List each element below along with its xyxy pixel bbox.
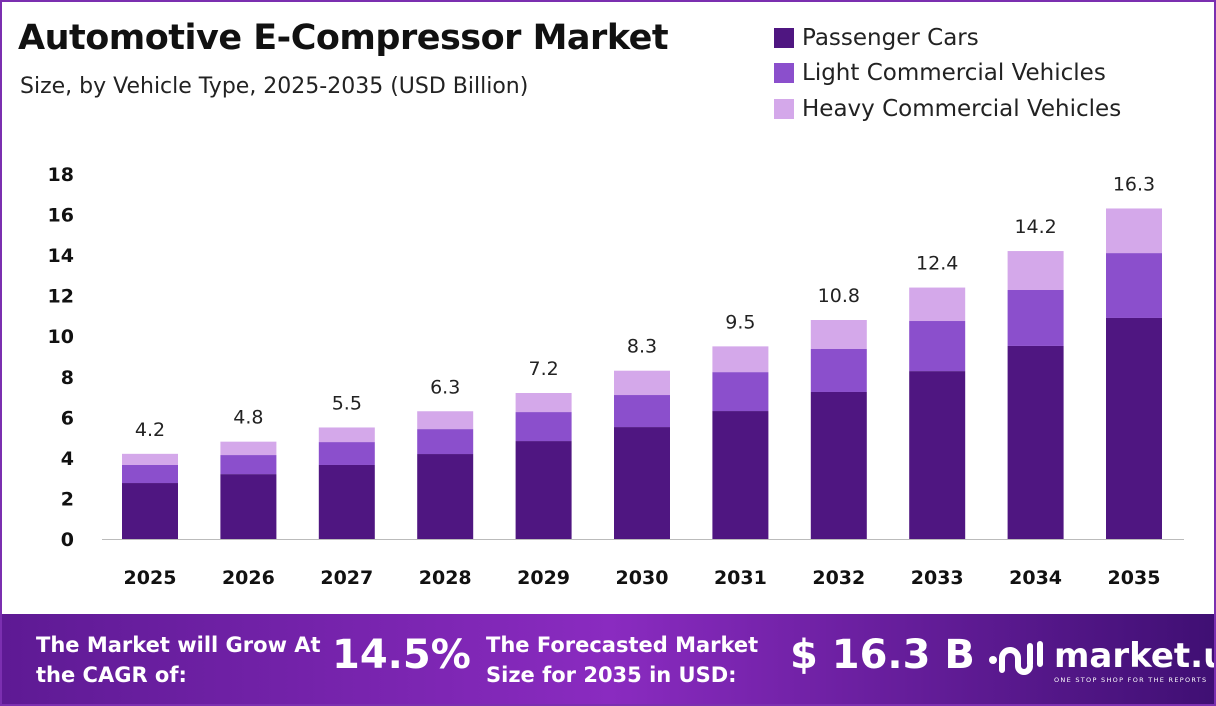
- x-tick-label: 2035: [1108, 567, 1161, 589]
- legend-label: Heavy Commercial Vehicles: [802, 95, 1122, 122]
- forecast-value: $ 16.3 B: [790, 632, 975, 678]
- y-tick-label: 8: [61, 367, 74, 389]
- footer-banner: The Market will Grow At the CAGR of: 14.…: [2, 614, 1214, 704]
- data-label-total: 8.3: [627, 336, 657, 358]
- data-label-total: 16.3: [1113, 173, 1155, 195]
- bar-segment-passenger-cars: [712, 411, 769, 539]
- y-tick-label: 2: [61, 488, 74, 510]
- bar-segment-passenger-cars: [1106, 317, 1162, 539]
- bar-segment-passenger-cars: [220, 474, 277, 539]
- brand-tagline: ONE STOP SHOP FOR THE REPORTS: [1054, 676, 1208, 684]
- bar-segment-light-commercial: [614, 395, 670, 428]
- x-tick-label: 2031: [714, 567, 767, 589]
- bar-segment-passenger-cars: [614, 427, 670, 539]
- legend-item-heavy-commercial: Heavy Commercial Vehicles: [774, 91, 1121, 127]
- brand-name: market.us: [1054, 636, 1214, 676]
- data-label-total: 6.3: [430, 376, 460, 398]
- bar-segment-heavy-commercial: [122, 453, 178, 465]
- legend-item-passenger-cars: Passenger Cars: [774, 20, 1121, 56]
- bar-segment-heavy-commercial: [614, 370, 670, 396]
- y-tick-label: 16: [48, 205, 74, 227]
- logo-icon: [989, 641, 1043, 675]
- bar-segment-passenger-cars: [318, 464, 375, 539]
- bar-segment-light-commercial: [318, 442, 375, 465]
- y-tick-label: 12: [48, 286, 74, 308]
- bar-segment-passenger-cars: [909, 371, 966, 539]
- y-tick-label: 0: [61, 529, 74, 551]
- bar-segment-light-commercial: [1106, 253, 1162, 318]
- bar-segment-light-commercial: [515, 412, 572, 442]
- x-tick-label: 2032: [812, 567, 865, 589]
- chart-title: Automotive E-Compressor Market: [18, 18, 669, 58]
- bar-segment-heavy-commercial: [220, 441, 277, 456]
- x-tick-label: 2025: [124, 567, 177, 589]
- legend: Passenger Cars Light Commercial Vehicles…: [774, 20, 1121, 127]
- chart-subtitle: Size, by Vehicle Type, 2025-2035 (USD Bi…: [20, 74, 529, 99]
- x-tick-label: 2033: [911, 567, 964, 589]
- x-tick-label: 2026: [222, 567, 275, 589]
- x-tick-label: 2027: [320, 567, 373, 589]
- bar-segment-light-commercial: [220, 455, 277, 475]
- legend-label: Passenger Cars: [802, 24, 979, 51]
- cagr-value: 14.5%: [332, 632, 471, 678]
- legend-swatch: [774, 98, 794, 119]
- bar-chart: 0 2 4 6 8 10 12 14 16 18 4.2 2025 4.8 2026 5.5 2027 6.3 2…: [48, 164, 1184, 589]
- data-label-total: 12.4: [916, 253, 958, 275]
- bar-segment-passenger-cars: [1007, 345, 1064, 539]
- data-label-total: 4.8: [233, 407, 263, 429]
- y-tick-label: 14: [48, 245, 74, 267]
- bar-segment-passenger-cars: [122, 483, 178, 539]
- brand-logo: market.us ONE STOP SHOP FOR THE REPORTS: [988, 636, 1214, 684]
- bar-segment-heavy-commercial: [318, 427, 375, 443]
- y-tick-label: 6: [61, 407, 74, 429]
- bar-segment-light-commercial: [810, 348, 867, 392]
- legend-swatch: [774, 27, 794, 48]
- data-label-total: 5.5: [332, 392, 362, 414]
- legend-label: Light Commercial Vehicles: [802, 60, 1106, 87]
- legend-item-light-commercial: Light Commercial Vehicles: [774, 56, 1121, 92]
- legend-swatch: [774, 63, 794, 84]
- y-tick-label: 18: [48, 164, 74, 186]
- bar-segment-light-commercial: [1007, 289, 1064, 346]
- forecast-label: The Forecasted Market Size for 2035 in U…: [486, 633, 759, 687]
- bar-segment-heavy-commercial: [1106, 208, 1162, 254]
- bar-segment-light-commercial: [122, 464, 178, 484]
- bar-segment-light-commercial: [712, 372, 769, 412]
- cagr-label: The Market will Grow At the CAGR of:: [36, 633, 321, 687]
- data-label-total: 7.2: [528, 358, 558, 380]
- y-tick-label: 10: [48, 326, 74, 348]
- bar-segment-heavy-commercial: [810, 320, 867, 349]
- data-label-total: 9.5: [725, 311, 755, 333]
- bar-segment-heavy-commercial: [515, 393, 572, 413]
- y-tick-label: 4: [61, 448, 74, 470]
- data-label-total: 4.2: [135, 419, 165, 441]
- bar-segment-heavy-commercial: [1007, 251, 1064, 290]
- data-label-total: 10.8: [818, 285, 860, 307]
- x-tick-label: 2029: [517, 567, 570, 589]
- bar-segment-heavy-commercial: [712, 346, 769, 373]
- data-label-total: 14.2: [1014, 216, 1056, 238]
- bar-segment-light-commercial: [909, 321, 966, 372]
- x-tick-label: 2028: [419, 567, 472, 589]
- bar-segment-heavy-commercial: [417, 411, 474, 430]
- x-tick-label: 2030: [616, 567, 669, 589]
- x-tick-label: 2034: [1009, 567, 1062, 589]
- bar-segment-passenger-cars: [810, 391, 867, 539]
- bar-segment-light-commercial: [417, 429, 474, 455]
- bar-segment-passenger-cars: [417, 454, 474, 539]
- bar-segment-passenger-cars: [515, 441, 572, 539]
- bar-segment-heavy-commercial: [909, 287, 966, 322]
